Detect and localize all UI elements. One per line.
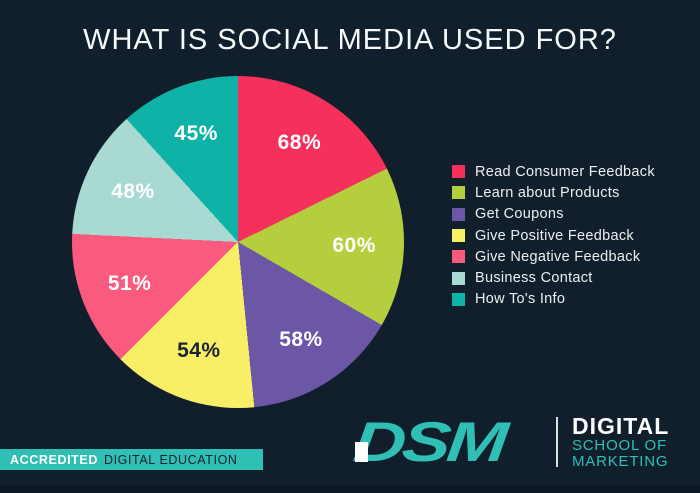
- legend-swatch: [452, 292, 465, 306]
- legend-label: Business Contact: [475, 270, 593, 287]
- footer-strip: [0, 485, 700, 493]
- legend-swatch: [452, 229, 465, 243]
- legend-swatch: [452, 250, 465, 264]
- legend-item: Learn about Products: [452, 182, 655, 203]
- legend-item: Get Coupons: [452, 204, 655, 225]
- accreditation-banner: ACCREDITED DIGITAL EDUCATION: [0, 449, 263, 470]
- accreditation-highlight: ACCREDITED: [10, 452, 98, 467]
- legend-label: Give Negative Feedback: [475, 248, 641, 265]
- dsm-wordmark: DIGITAL SCHOOL OF MARKETING: [572, 412, 670, 470]
- dsm-wordmark-line1: DIGITAL: [572, 412, 670, 439]
- dsm-logo-acronym: DSM: [350, 410, 508, 473]
- page-title: WHAT IS SOCIAL MEDIA USED FOR?: [83, 24, 617, 56]
- legend-label: How To's Info: [475, 291, 566, 308]
- legend-item: Give Negative Feedback: [452, 246, 655, 267]
- legend-item: Business Contact: [452, 267, 655, 288]
- legend-label: Learn about Products: [475, 184, 620, 201]
- pie-chart-area: 68% 60% 58% 54% 51% 48% 45%: [72, 76, 404, 408]
- legend-item: Give Positive Feedback: [452, 225, 655, 246]
- legend-label: Read Consumer Feedback: [475, 163, 655, 180]
- legend-swatch: [452, 207, 465, 221]
- dsm-logo-divider: [556, 417, 558, 467]
- dsm-wordmark-line2: SCHOOL OF: [572, 436, 667, 454]
- legend-swatch: [452, 271, 465, 285]
- dsm-logo-notch-icon: [355, 442, 368, 462]
- legend-swatch: [452, 186, 465, 200]
- dsm-logo: DSM DIGITAL SCHOOL OF MARKETING: [346, 410, 670, 473]
- legend-item: Read Consumer Feedback: [452, 161, 655, 182]
- legend-label: Get Coupons: [475, 206, 564, 223]
- pie-chart: [72, 76, 404, 408]
- legend-label: Give Positive Feedback: [475, 227, 634, 244]
- accreditation-rest: DIGITAL EDUCATION: [103, 452, 238, 467]
- dsm-wordmark-line3: MARKETING: [572, 452, 669, 470]
- legend-item: How To's Info: [452, 289, 655, 310]
- legend: Read Consumer Feedback Learn about Produc…: [452, 161, 655, 310]
- legend-swatch: [452, 165, 465, 179]
